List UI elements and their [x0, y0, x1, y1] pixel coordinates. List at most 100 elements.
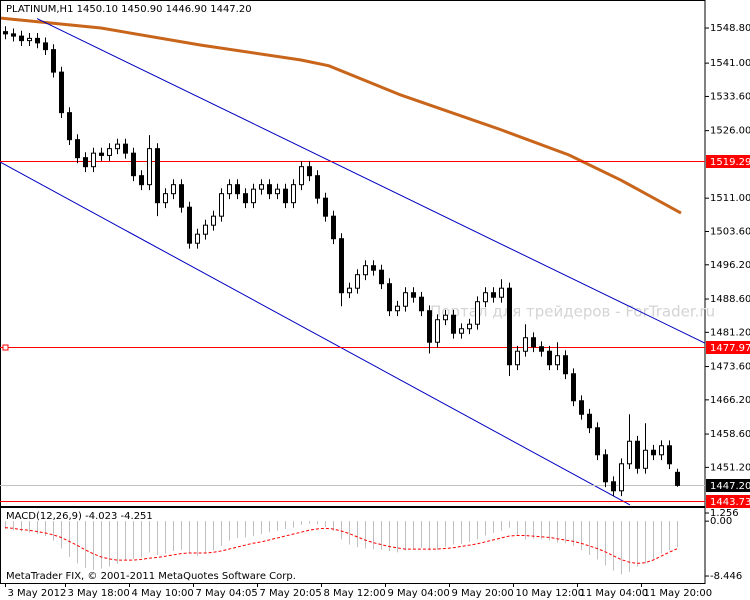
- axes: 1548.80 1541.00 1533.60 1526.00 1511.00 1503.…: [5, 23, 750, 599]
- candle-body: [19, 35, 24, 42]
- x-tick-label: 3 May 18:00: [68, 588, 130, 599]
- y-tick-label: 1526.00: [710, 126, 750, 137]
- candle-body: [611, 481, 616, 492]
- candle-body: [363, 265, 368, 276]
- y-tick-label: -8.446: [710, 571, 742, 582]
- y-tick-label: 1.256: [710, 508, 739, 519]
- chart-title: PLATINUM,H1 1450.10 1450.90 1446.90 1447…: [6, 4, 252, 15]
- candle-body: [563, 355, 568, 375]
- y-tick-label: 1473.60: [710, 362, 750, 373]
- candle-body: [187, 206, 192, 244]
- candle-body: [203, 224, 208, 235]
- candle-body: [379, 269, 384, 285]
- x-tick-label: 9 May 04:00: [388, 588, 450, 599]
- candle-body: [51, 49, 56, 73]
- y-tick-label: 1496.20: [710, 260, 750, 271]
- candle-body: [323, 197, 328, 217]
- x-tick-label: 8 May 12:00: [324, 588, 386, 599]
- line-handle: [2, 344, 9, 351]
- candle-body: [347, 287, 352, 294]
- candle-body: [283, 188, 288, 204]
- x-tick-label: 3 May 2012: [8, 588, 67, 599]
- candle-body: [459, 328, 464, 334]
- candle-body: [259, 184, 264, 190]
- x-tick-label: 7 May 20:05: [260, 588, 322, 599]
- candle-body: [467, 323, 472, 330]
- candle-body: [411, 292, 416, 298]
- x-tick-label: 11 May 04:00: [580, 588, 649, 599]
- candle-body: [507, 287, 512, 366]
- candle-body: [147, 148, 152, 186]
- candle-body: [235, 184, 240, 195]
- candle-body: [571, 373, 576, 402]
- candle-body: [155, 148, 160, 204]
- candle-body: [499, 287, 504, 298]
- candle-body: [579, 400, 584, 415]
- x-tick-label: 9 May 20:00: [452, 588, 514, 599]
- copyright: MetaTrader FIX, © 2001-2011 MetaQuotes S…: [6, 571, 296, 582]
- price-pane-frame: [0, 0, 706, 507]
- candle-body: [35, 37, 40, 44]
- candle-body: [419, 296, 424, 312]
- y-tick-label: 1481.20: [710, 327, 750, 338]
- y-tick-label: 1548.80: [710, 23, 750, 34]
- candle-body: [539, 346, 544, 352]
- price-label-box: [706, 155, 750, 168]
- y-tick-label: 1533.60: [710, 91, 750, 102]
- price-label-box: [706, 479, 750, 492]
- candle-body: [59, 71, 64, 114]
- candle-body: [275, 188, 280, 195]
- y-tick-label: 1511.00: [710, 193, 750, 204]
- macd-plot: [4, 521, 678, 575]
- price-plot: [0, 16, 705, 506]
- candle-body: [587, 413, 592, 429]
- candle-body: [339, 238, 344, 294]
- candle-body: [483, 292, 488, 303]
- watermark: Портал для трейдеров - ForTrader.ru: [430, 303, 715, 321]
- x-tick-label: 11 May 20:00: [644, 588, 713, 599]
- y-tick-label: 1466.20: [710, 395, 750, 406]
- candle-body: [619, 463, 624, 492]
- candle-body: [27, 37, 32, 42]
- trend-line: [0, 161, 631, 506]
- candle-body: [43, 42, 48, 51]
- candle-body: [243, 193, 248, 204]
- candle-body: [523, 337, 528, 352]
- candle-body: [163, 193, 168, 204]
- candle-body: [595, 427, 600, 456]
- price-label: 1443.73: [710, 497, 750, 508]
- candle-body: [491, 292, 496, 298]
- y-tick-label: 1541.00: [710, 58, 750, 69]
- candle-body: [627, 440, 632, 465]
- y-tick-label: 1458.60: [710, 429, 750, 440]
- price-label-box: [706, 495, 750, 508]
- candle-body: [387, 283, 392, 312]
- candle-body: [603, 454, 608, 483]
- y-tick-label: 1488.60: [710, 294, 750, 305]
- candle-body: [179, 184, 184, 208]
- candle-body: [107, 148, 112, 156]
- candle-body: [643, 449, 648, 469]
- candle-body: [427, 310, 432, 343]
- x-tick-label: 4 May 10:00: [132, 588, 194, 599]
- candle-body: [131, 152, 136, 177]
- macd-pane-frame: [0, 507, 706, 584]
- candle-body: [291, 184, 296, 204]
- candle-body: [475, 301, 480, 325]
- candle-body: [83, 157, 88, 168]
- candle-body: [219, 193, 224, 217]
- candle-body: [515, 350, 520, 366]
- candle-body: [251, 188, 256, 204]
- candle-body: [307, 166, 312, 177]
- candle-body: [371, 265, 376, 271]
- candle-body: [267, 184, 272, 195]
- candle-body: [139, 175, 144, 186]
- candle-body: [315, 175, 320, 199]
- candle-body: [123, 143, 128, 154]
- price-label: 1477.97: [710, 343, 750, 354]
- candle-body: [331, 215, 336, 240]
- y-tick-label: 0.00: [710, 516, 732, 527]
- candle-body: [635, 440, 640, 469]
